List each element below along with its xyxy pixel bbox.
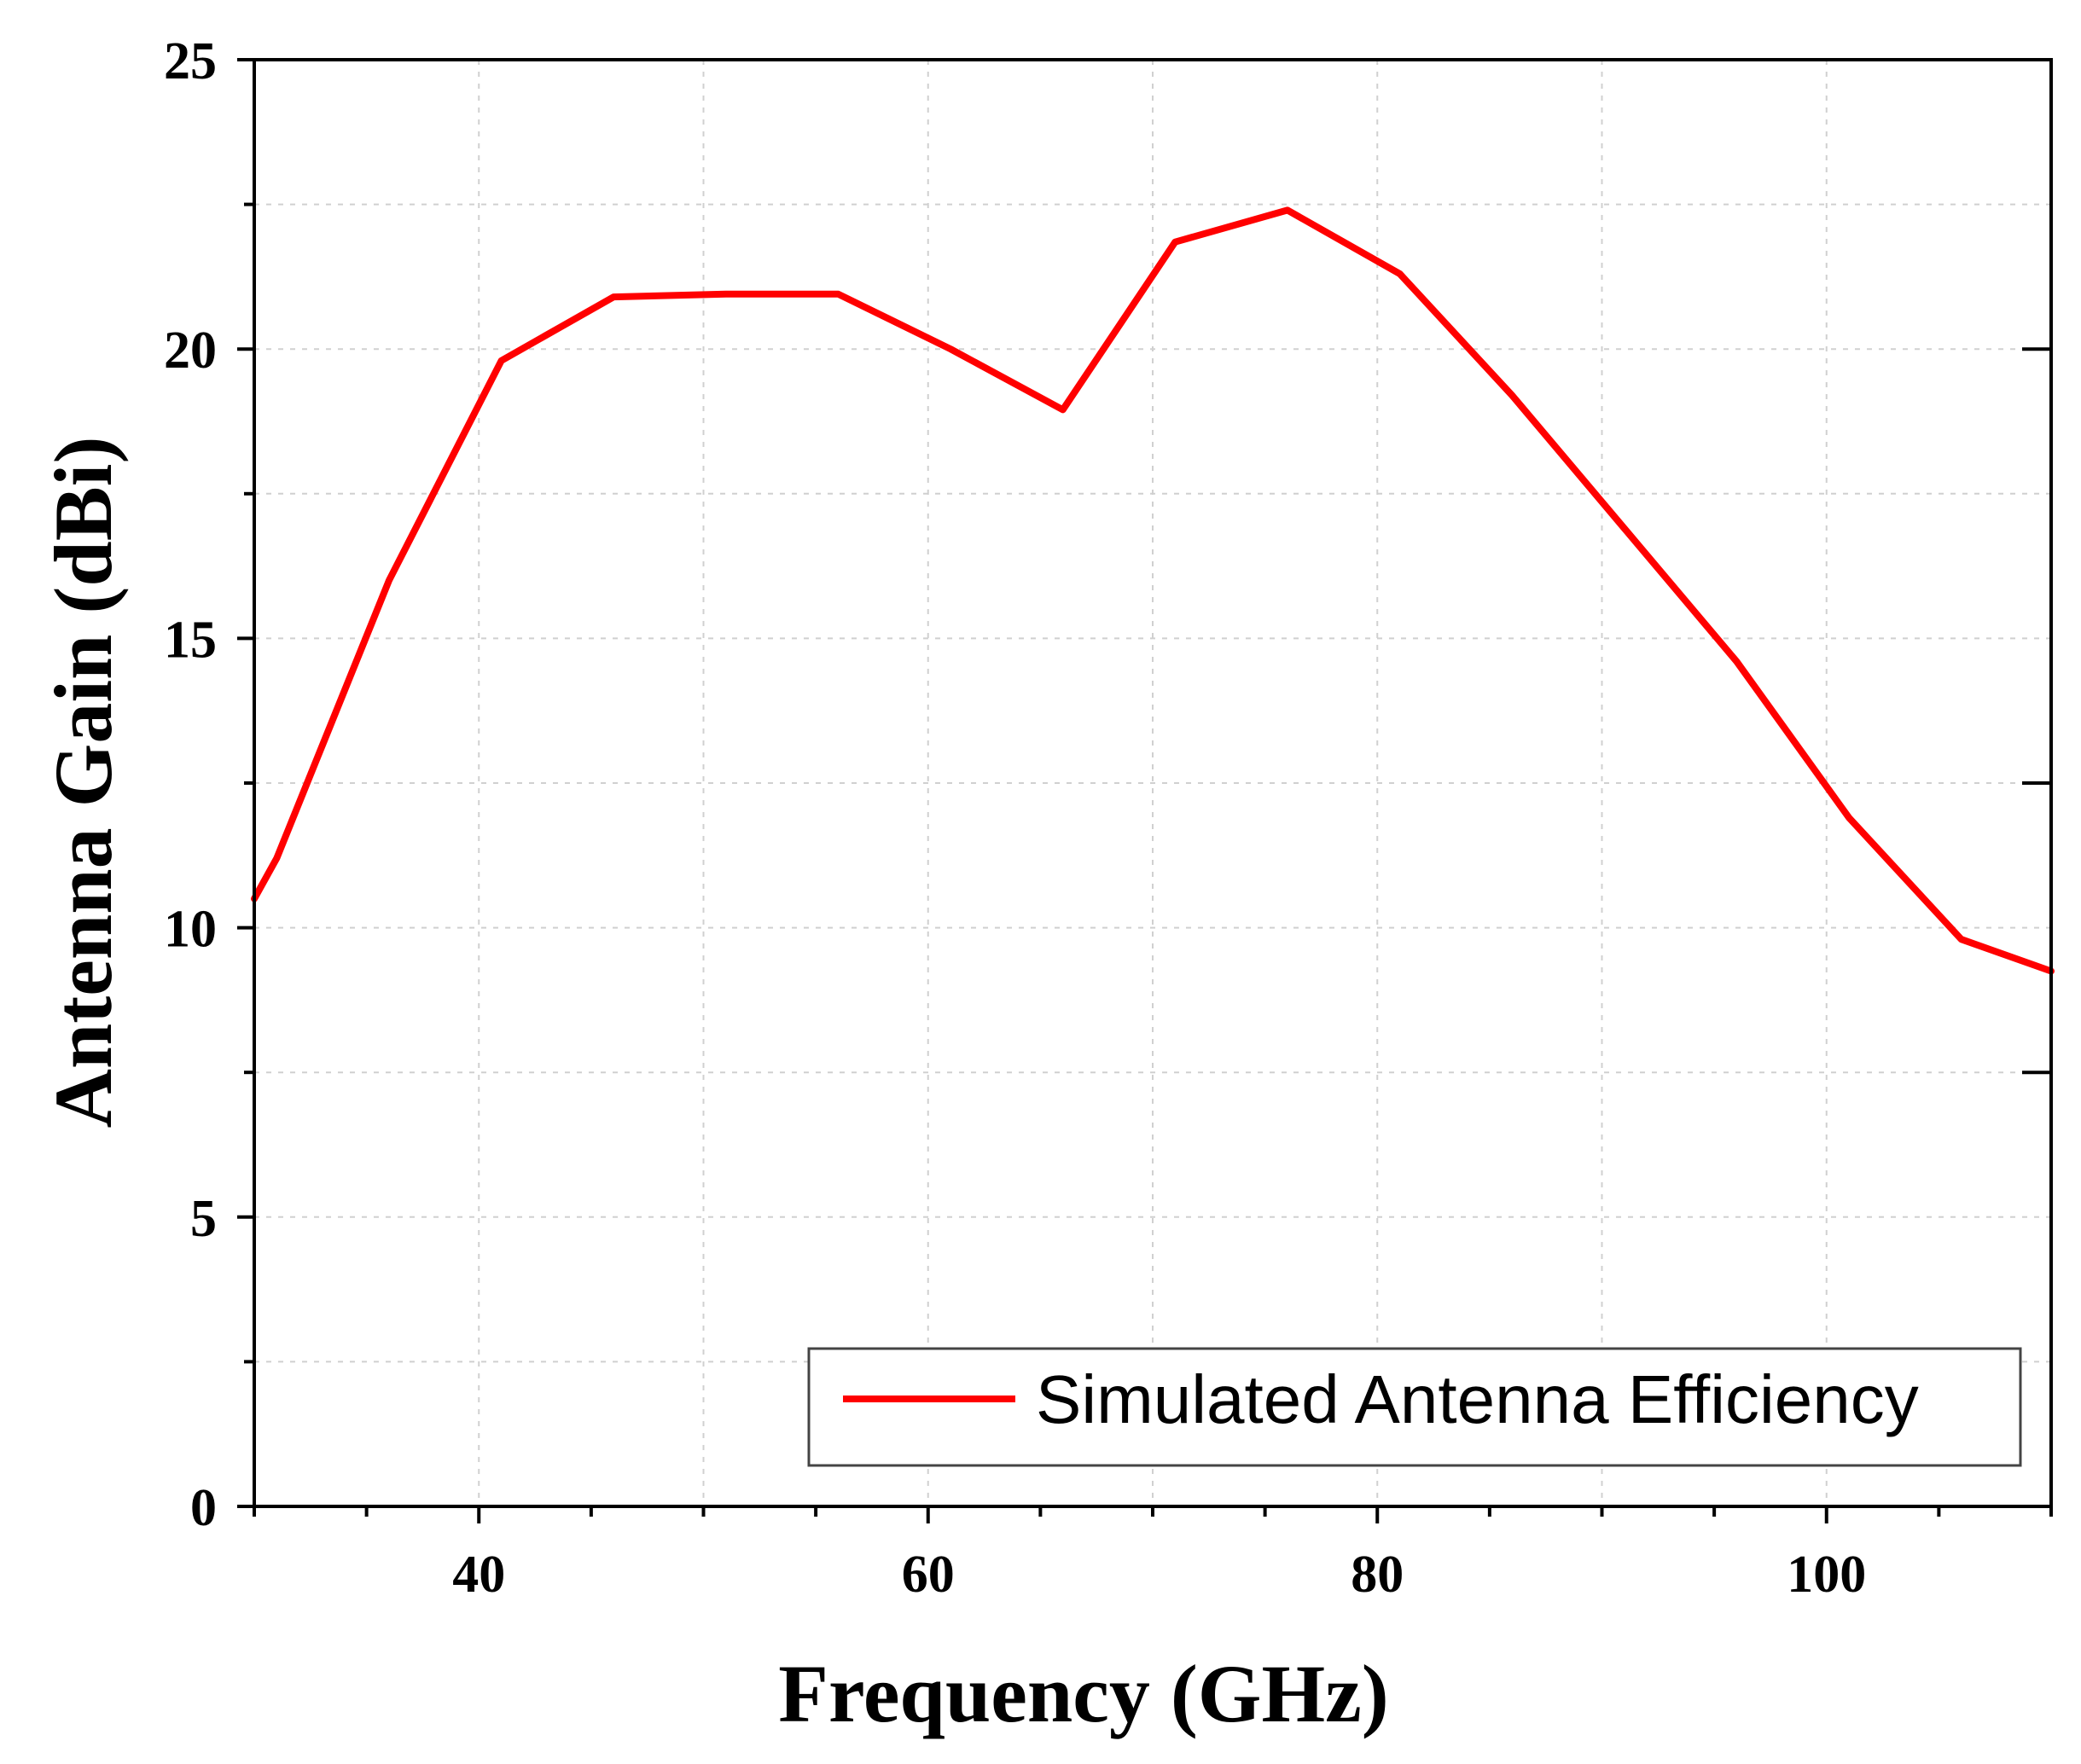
- axis-ticks: [237, 58, 2053, 1523]
- y-axis-title: Antenna Gain (dBi): [38, 437, 129, 1129]
- y-tick-label: 20: [164, 322, 217, 380]
- x-tick-label: 80: [1351, 1546, 1404, 1604]
- legend-box: [807, 1347, 2022, 1467]
- legend: Simulated Antenna Efficiency: [807, 1347, 2022, 1467]
- x-tick-label: 40: [452, 1546, 505, 1604]
- series-line: [251, 206, 2055, 975]
- grid-lines: [254, 60, 2051, 1506]
- y-tick-label: 10: [164, 901, 217, 959]
- legend-label: Simulated Antenna Efficiency: [1036, 1361, 1919, 1437]
- x-tick-label: 100: [1787, 1546, 1866, 1604]
- y-tick-label: 15: [164, 611, 217, 669]
- y-tick-labels: 0 5 10 15 20 25: [164, 32, 217, 1537]
- y-tick-label: 5: [190, 1190, 217, 1248]
- x-axis-title: Frequency (GHz): [778, 1648, 1388, 1739]
- x-tick-labels: 40 60 80 100: [452, 1546, 1866, 1604]
- y-tick-label: 25: [164, 32, 217, 90]
- y-tick-label: 0: [190, 1479, 217, 1537]
- x-tick-label: 60: [902, 1546, 955, 1604]
- series-layer: [251, 206, 2055, 975]
